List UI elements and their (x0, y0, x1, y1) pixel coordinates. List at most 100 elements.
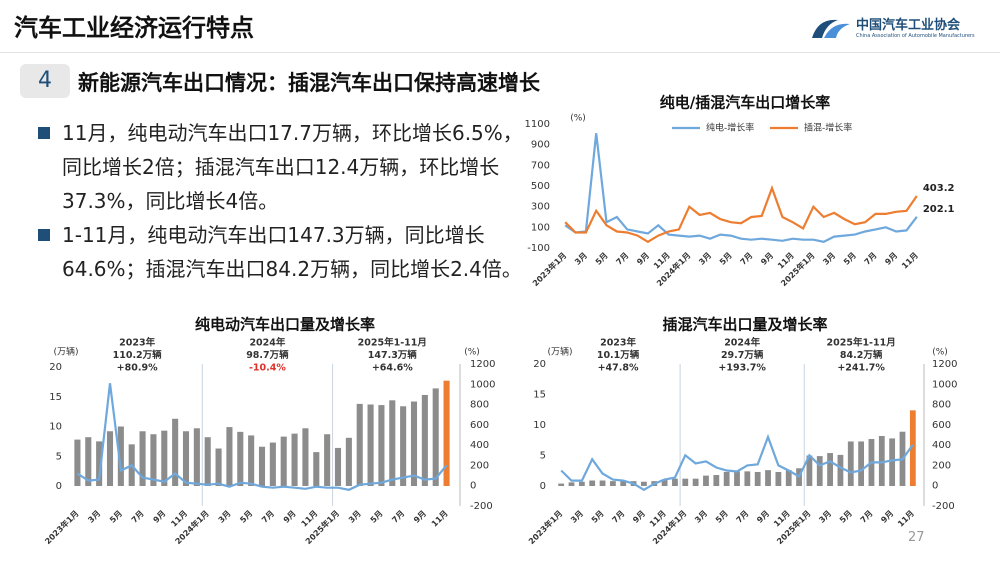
x-tick-label: 9月 (883, 251, 899, 267)
y2-unit: (%) (464, 348, 480, 358)
bar (734, 471, 740, 486)
section-number: 4 (20, 64, 70, 98)
x-tick-label: 3月 (217, 509, 233, 525)
x-tick-label: 11月 (430, 509, 450, 529)
x-tick-label: 2023年1月 (526, 508, 564, 546)
y-tick-label: 500 (531, 181, 550, 192)
x-tick-label: 7月 (859, 509, 875, 525)
y-tick-label: 5 (540, 451, 546, 462)
bar (172, 418, 179, 486)
bar (226, 427, 233, 486)
y-unit: (万辆) (547, 346, 572, 358)
page-number: 27 (908, 530, 925, 545)
y2-tick-label: 200 (932, 460, 951, 471)
y-tick-label: 0 (56, 481, 62, 492)
x-tick-label: 3月 (347, 509, 363, 525)
x-tick-label: 11月 (169, 509, 189, 529)
y-unit: (万辆) (53, 346, 78, 358)
x-tick-label: 11月 (300, 509, 320, 529)
x-tick-label: 7月 (130, 509, 146, 525)
y-tick-label: 15 (533, 390, 546, 401)
bar (837, 454, 844, 486)
line (560, 433, 914, 492)
annotation: +47.8% (598, 363, 639, 374)
bar (410, 401, 418, 486)
bar (378, 405, 385, 486)
bar (269, 442, 276, 486)
x-tick-label: 5月 (369, 509, 385, 525)
bar (421, 394, 428, 486)
line (564, 184, 918, 244)
bar (345, 437, 352, 486)
y-tick-label: 700 (531, 160, 550, 171)
x-tick-label: 5月 (108, 509, 124, 525)
legend-label: 纯电-增长率 (706, 122, 754, 134)
bar (150, 434, 157, 486)
annotation: 110.2万辆 (113, 349, 163, 361)
chart-title: 插混汽车出口量及增长率 (662, 316, 827, 334)
bar (599, 480, 606, 486)
x-tick-label: 9月 (631, 509, 647, 525)
line (564, 133, 918, 243)
bar (400, 406, 407, 486)
y2-tick-label: 1200 (932, 359, 957, 370)
annotation: 2025年1-11月 (827, 337, 896, 349)
bar (589, 480, 596, 486)
x-tick-label: 2023年1月 (43, 508, 81, 546)
x-tick-label: 9月 (759, 251, 775, 267)
bar (692, 478, 699, 486)
x-tick-label: 5月 (838, 509, 854, 525)
bar (432, 388, 439, 486)
bar (785, 470, 792, 486)
annotation: +80.9% (117, 363, 158, 374)
x-tick-label: 7月 (614, 251, 630, 267)
bar (723, 471, 730, 486)
y2-tick-label: 800 (470, 400, 489, 411)
x-tick-label: 3月 (86, 509, 102, 525)
bar (568, 482, 575, 486)
x-tick-label: 7月 (735, 509, 751, 525)
y-tick-label: 1100 (525, 119, 550, 130)
bar (356, 403, 363, 486)
y2-tick-label: 600 (470, 420, 489, 431)
annotation: 2023年 (119, 337, 155, 349)
y2-tick-label: 400 (932, 440, 951, 451)
bar (139, 431, 146, 486)
y-tick-label: 20 (533, 359, 546, 370)
y2-tick-label: 1000 (470, 379, 495, 390)
data-label: 202.1 (923, 204, 955, 215)
bar (280, 436, 287, 486)
y-tick-label: 300 (531, 202, 550, 213)
bar (858, 441, 865, 486)
bar (847, 441, 854, 486)
y-tick-label: 0 (540, 481, 546, 492)
y2-tick-label: 1000 (932, 379, 957, 390)
bar (620, 480, 627, 486)
bullet: 11月，纯电动汽车出口17.7万辆，环比增长6.5%，同比增长2倍；插混汽车出口… (36, 116, 532, 218)
annotation: 84.2万辆 (840, 349, 883, 361)
bar (682, 478, 689, 486)
bar (334, 447, 342, 486)
bar (106, 431, 114, 486)
bar (744, 471, 751, 486)
annotation: 29.7万辆 (721, 349, 764, 361)
bar (85, 437, 92, 486)
bar (558, 483, 565, 486)
annotation: +193.7% (718, 363, 766, 374)
x-tick-label: 7月 (260, 509, 276, 525)
y2-tick-label: 0 (932, 481, 938, 492)
x-tick-label: 7月 (739, 251, 755, 267)
line (76, 383, 448, 491)
annotation: +64.6% (372, 363, 413, 374)
bar (641, 481, 647, 486)
y-tick-label: 100 (531, 222, 550, 233)
y-unit: (%) (570, 114, 586, 124)
bar (161, 430, 168, 486)
bar (367, 404, 374, 486)
y2-tick-label: 0 (470, 481, 476, 492)
bar (237, 431, 244, 486)
bar (302, 428, 309, 486)
bar (96, 441, 103, 486)
y-tick-label: 10 (49, 422, 62, 433)
